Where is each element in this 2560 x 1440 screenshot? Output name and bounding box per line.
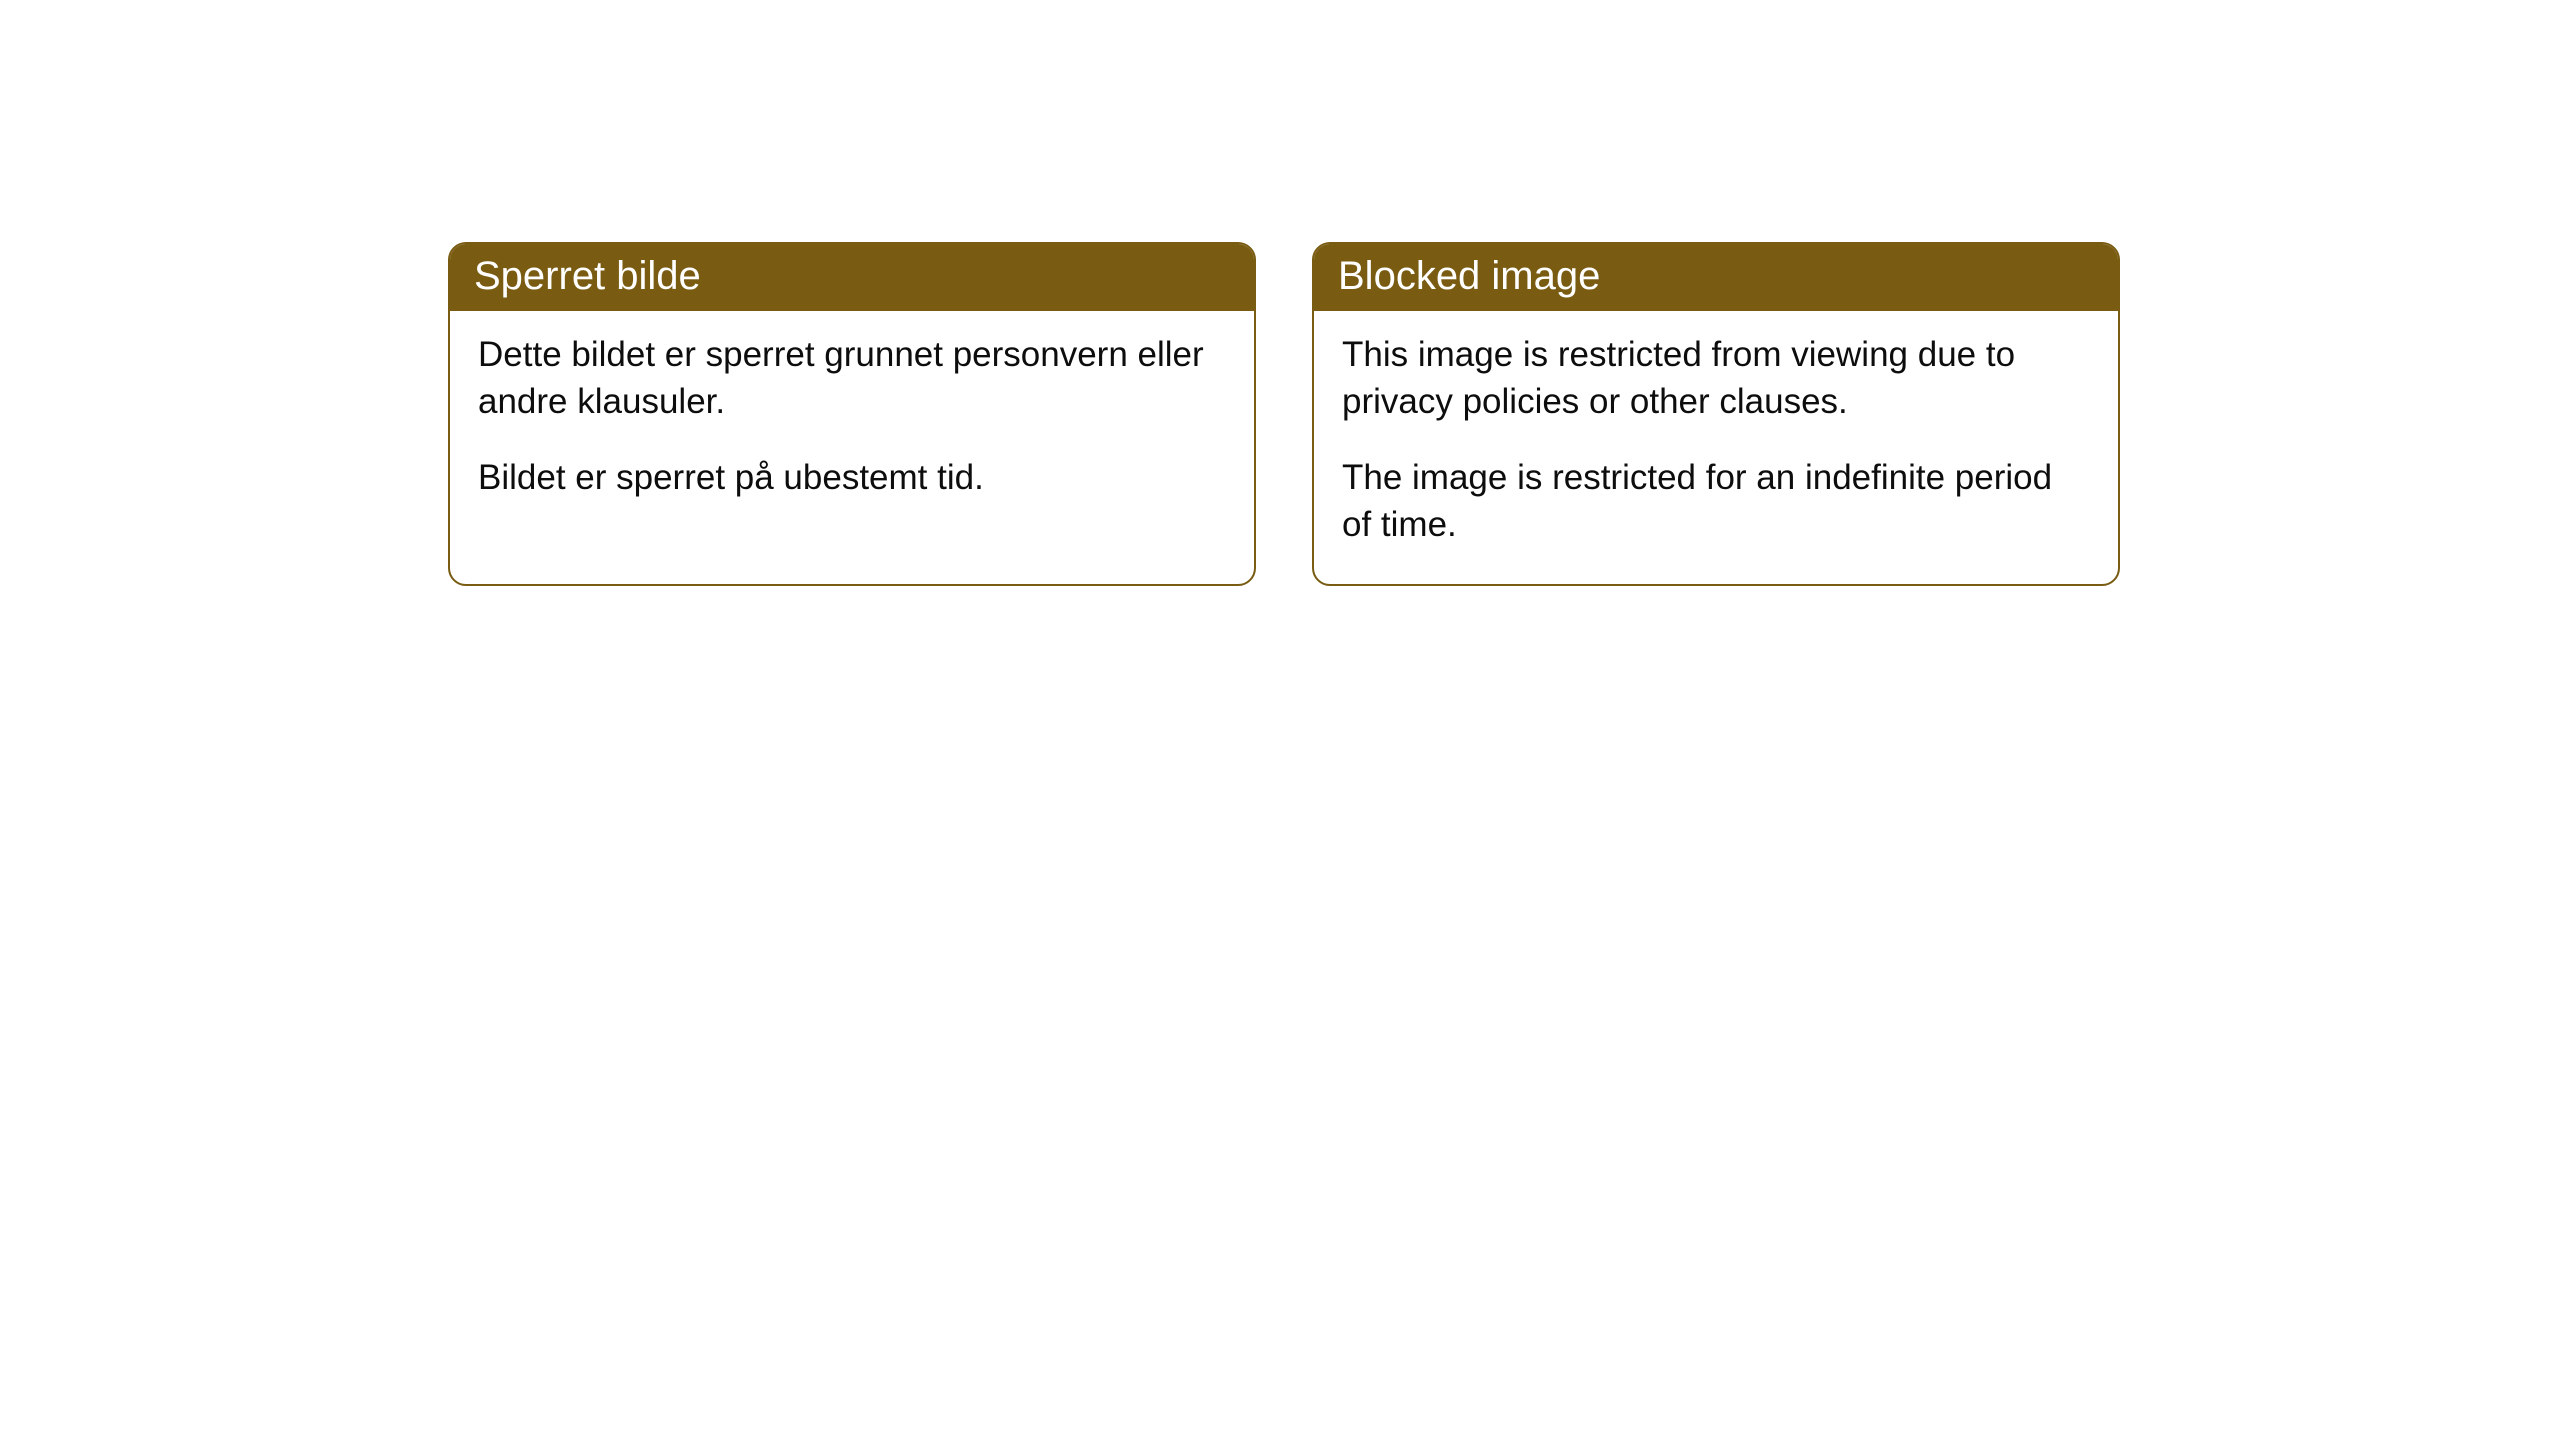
card-title: Sperret bilde bbox=[474, 254, 701, 298]
notice-card-english: Blocked image This image is restricted f… bbox=[1312, 242, 2120, 586]
card-header: Sperret bilde bbox=[450, 244, 1254, 311]
card-body: Dette bildet er sperret grunnet personve… bbox=[450, 311, 1254, 537]
card-title: Blocked image bbox=[1338, 254, 1600, 298]
card-body: This image is restricted from viewing du… bbox=[1314, 311, 2118, 584]
card-paragraph: Dette bildet er sperret grunnet personve… bbox=[478, 331, 1226, 426]
notice-cards-container: Sperret bilde Dette bildet er sperret gr… bbox=[448, 242, 2120, 586]
card-header: Blocked image bbox=[1314, 244, 2118, 311]
notice-card-norwegian: Sperret bilde Dette bildet er sperret gr… bbox=[448, 242, 1256, 586]
card-paragraph: The image is restricted for an indefinit… bbox=[1342, 454, 2090, 549]
card-paragraph: Bildet er sperret på ubestemt tid. bbox=[478, 454, 1226, 501]
card-paragraph: This image is restricted from viewing du… bbox=[1342, 331, 2090, 426]
